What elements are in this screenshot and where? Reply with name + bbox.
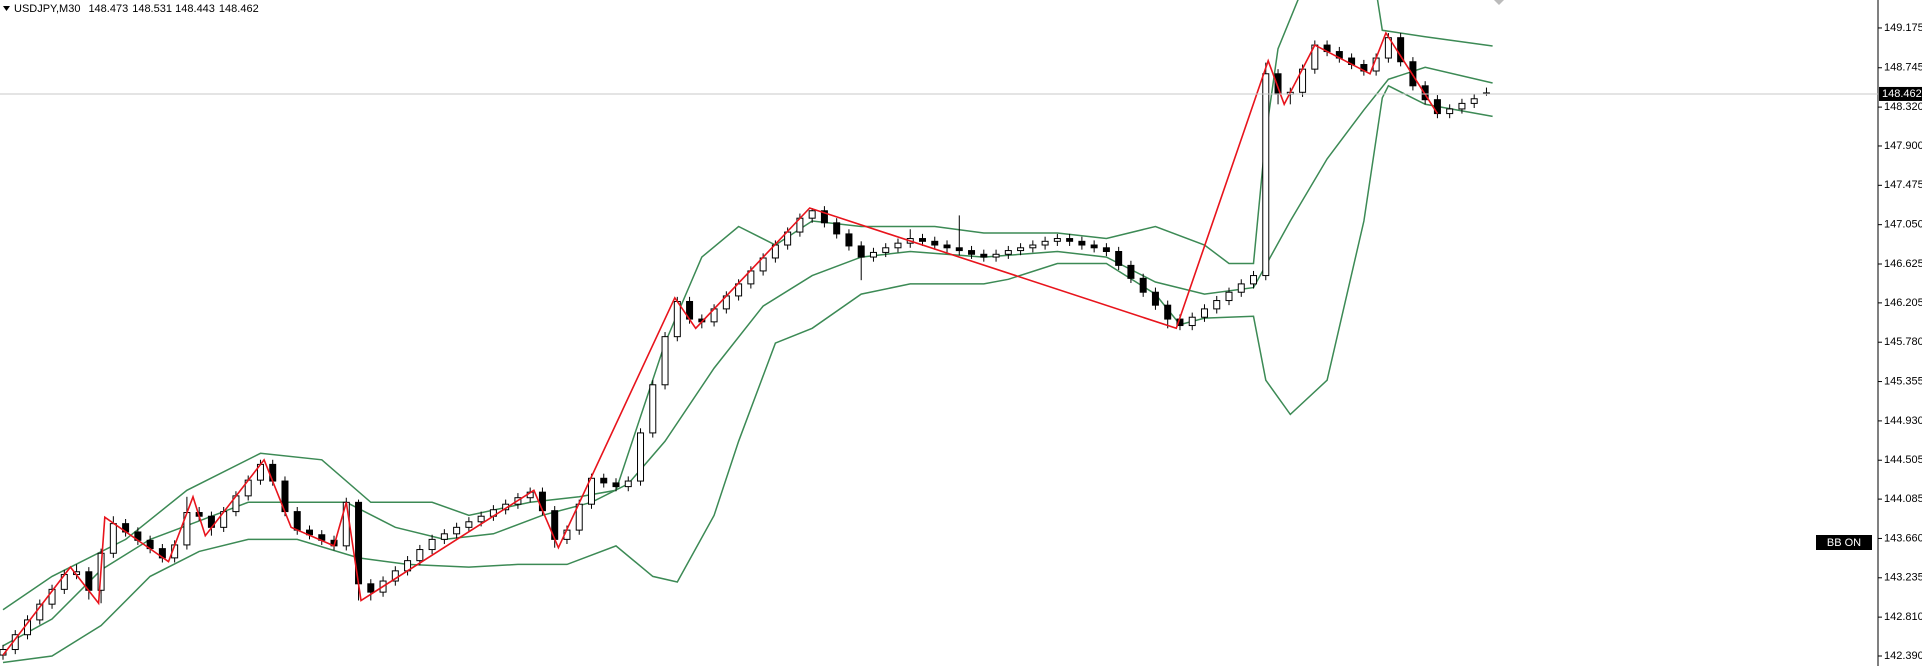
y-tick-label: 147.050 bbox=[1884, 219, 1922, 231]
candle-body bbox=[882, 247, 890, 253]
candle-body bbox=[624, 480, 632, 488]
y-tick-label: 147.475 bbox=[1884, 179, 1922, 191]
y-tick-label: 148.320 bbox=[1884, 101, 1922, 113]
candle-body bbox=[1421, 85, 1429, 101]
candle-body bbox=[1213, 300, 1221, 310]
candle-body bbox=[1225, 291, 1233, 302]
candle-body bbox=[1200, 308, 1208, 318]
candle-body bbox=[453, 526, 461, 535]
zigzag bbox=[2, 31, 1439, 656]
candle-body bbox=[1078, 240, 1086, 246]
candle-body bbox=[48, 588, 56, 605]
candle-body bbox=[367, 583, 375, 593]
candle-body bbox=[1446, 108, 1454, 115]
candle-body bbox=[857, 245, 865, 258]
candle-body bbox=[1397, 37, 1405, 63]
price-label-box bbox=[1879, 86, 1922, 101]
candle-body bbox=[1237, 283, 1245, 293]
candle-body bbox=[1139, 277, 1147, 293]
candle-body bbox=[416, 549, 424, 562]
y-tick-label: 146.625 bbox=[1884, 258, 1922, 270]
candle-body bbox=[955, 247, 963, 252]
header-low: 148.443 bbox=[175, 3, 215, 15]
candle-body bbox=[1115, 250, 1123, 266]
candle-body bbox=[1041, 240, 1049, 246]
y-tick-label: 144.085 bbox=[1884, 493, 1922, 505]
annotation-box bbox=[1816, 535, 1872, 550]
chart-header: USDJPY,M30 148.473 148.531 148.443 148.462 bbox=[14, 3, 259, 15]
price-label: 148.462 bbox=[1882, 88, 1922, 100]
annotation: BB ON bbox=[1827, 537, 1861, 549]
y-tick-label: 142.390 bbox=[1884, 650, 1922, 662]
candle-body bbox=[820, 210, 828, 224]
candle-body bbox=[869, 251, 877, 258]
bollinger-band bbox=[2, 0, 1493, 611]
candle-body bbox=[538, 491, 546, 512]
y-tick-label: 144.505 bbox=[1884, 454, 1922, 466]
y-tick-label: 146.205 bbox=[1884, 297, 1922, 309]
y-tick-label: 143.660 bbox=[1884, 532, 1922, 544]
candle-body bbox=[1053, 238, 1061, 242]
candle-body bbox=[1127, 264, 1135, 279]
header-close: 148.462 bbox=[219, 3, 259, 15]
shift-marker bbox=[1494, 0, 1504, 5]
candle-body bbox=[1151, 291, 1159, 306]
candle-body bbox=[673, 300, 681, 338]
candle-body bbox=[637, 432, 645, 482]
candle-body bbox=[943, 244, 951, 249]
candle-body bbox=[894, 242, 902, 249]
candle-body bbox=[477, 515, 485, 523]
candle-body bbox=[808, 210, 816, 219]
candle-body bbox=[931, 240, 939, 246]
y-tick-label: 145.780 bbox=[1884, 336, 1922, 348]
y-tick-label: 145.355 bbox=[1884, 375, 1922, 387]
candle-body bbox=[1188, 316, 1196, 327]
candle-body bbox=[833, 222, 841, 235]
candle-body bbox=[109, 523, 117, 554]
candle-body bbox=[440, 533, 448, 540]
bollinger-band bbox=[2, 66, 1493, 647]
candle-body bbox=[428, 538, 436, 551]
plot-area bbox=[0, 0, 1493, 664]
candle-body bbox=[1090, 244, 1098, 249]
y-tick-label: 147.900 bbox=[1884, 140, 1922, 152]
candle-body bbox=[1470, 98, 1478, 104]
candle-body bbox=[269, 463, 277, 482]
candle-body bbox=[1262, 73, 1270, 277]
candle-body bbox=[465, 521, 473, 528]
candle-body bbox=[649, 384, 657, 434]
candle-body bbox=[1102, 247, 1110, 252]
y-tick-label: 143.235 bbox=[1884, 572, 1922, 584]
candle-body bbox=[845, 233, 853, 247]
header-high: 148.531 bbox=[132, 3, 172, 15]
candle-body bbox=[1250, 275, 1258, 285]
candle-body bbox=[612, 482, 620, 488]
y-tick-label: 148.745 bbox=[1884, 62, 1922, 74]
y-tick-label: 144.930 bbox=[1884, 415, 1922, 427]
candle-body bbox=[1458, 102, 1466, 110]
bollinger-band bbox=[2, 84, 1493, 664]
candle-body bbox=[1004, 250, 1012, 255]
candle-body bbox=[600, 477, 608, 484]
candle-body bbox=[1066, 238, 1074, 242]
symbol: USDJPY,M30 bbox=[14, 3, 80, 15]
collapse-icon bbox=[3, 6, 10, 11]
candle-body bbox=[980, 253, 988, 258]
candle-body bbox=[919, 238, 926, 242]
y-tick-label: 142.810 bbox=[1884, 611, 1922, 623]
y-tick-label: 149.175 bbox=[1884, 22, 1922, 34]
header-open: 148.473 bbox=[88, 3, 128, 15]
candle-body bbox=[1017, 247, 1025, 252]
candle-body bbox=[661, 336, 669, 386]
candle-body bbox=[293, 511, 301, 531]
candle-body bbox=[1164, 304, 1172, 320]
candle-body bbox=[992, 253, 1000, 258]
candle-body bbox=[1029, 244, 1037, 249]
candle-body bbox=[968, 250, 976, 255]
